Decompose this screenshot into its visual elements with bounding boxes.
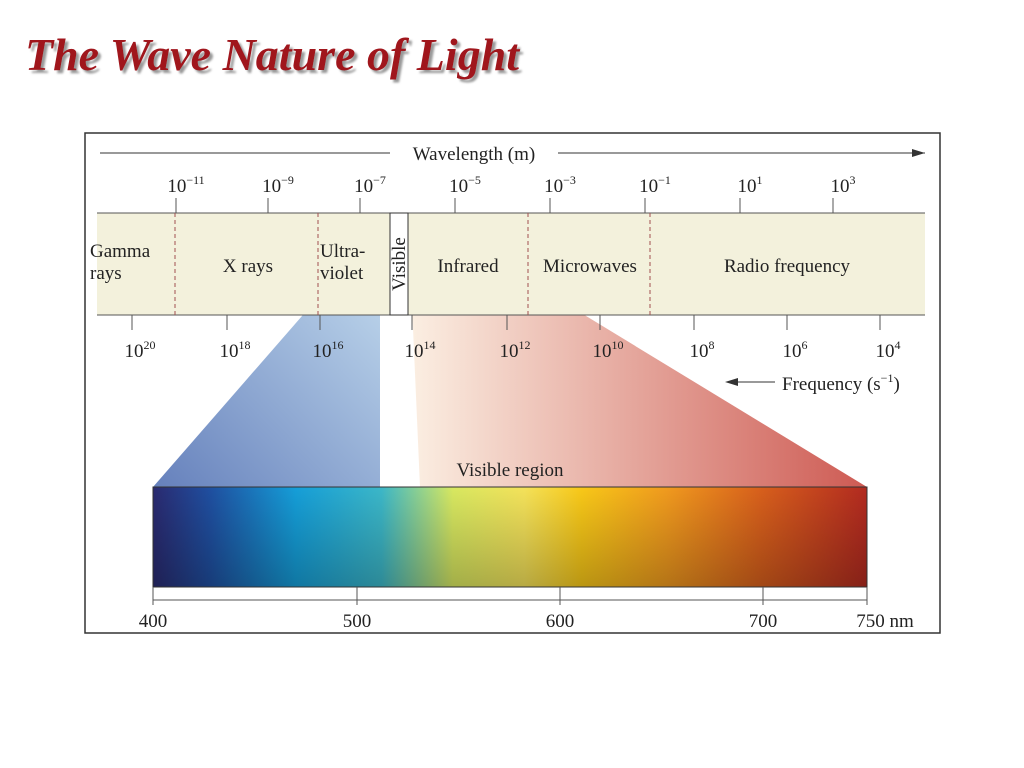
wavelength-tick-label: 10−11 bbox=[167, 173, 204, 197]
exponent: −9 bbox=[281, 173, 294, 187]
nm-tick-label: 700 bbox=[749, 611, 778, 632]
wavelength-label: Wavelength (m) bbox=[413, 144, 535, 165]
frequency-tick-label: 1020 bbox=[125, 338, 156, 362]
base: 10 bbox=[593, 341, 612, 362]
exponent: −5 bbox=[468, 173, 481, 187]
exponent: 3 bbox=[850, 173, 856, 187]
arrowhead bbox=[725, 378, 738, 386]
base: 10 bbox=[783, 341, 802, 362]
base: 10 bbox=[262, 176, 281, 197]
frequency-tick-label: 108 bbox=[690, 338, 715, 362]
exponent: 12 bbox=[519, 338, 531, 352]
region-label: X rays bbox=[223, 256, 273, 277]
region-label: Infrared bbox=[437, 256, 499, 277]
exponent: 4 bbox=[895, 338, 901, 352]
region-label: Ultra- bbox=[320, 241, 365, 262]
region-label: Gamma bbox=[90, 241, 151, 262]
wavelength-tick-label: 103 bbox=[831, 173, 856, 197]
frequency-tick-label: 1016 bbox=[313, 338, 344, 362]
exponent: 6 bbox=[802, 338, 808, 352]
nm-tick-label: 400 bbox=[139, 611, 168, 632]
slide-title: The Wave Nature of Light bbox=[25, 29, 520, 80]
visible-stem bbox=[380, 315, 408, 487]
exponent: 18 bbox=[239, 338, 251, 352]
arrowhead bbox=[912, 149, 925, 157]
base: 10 bbox=[405, 341, 424, 362]
base: 10 bbox=[639, 176, 658, 197]
base: 10 bbox=[500, 341, 519, 362]
wavelength-tick-label: 10−7 bbox=[354, 173, 386, 197]
visible-region-label: Visible region bbox=[456, 460, 564, 481]
wavelength-tick-label: 101 bbox=[738, 173, 763, 197]
region-label: Visible bbox=[389, 237, 410, 291]
base: 10 bbox=[690, 341, 709, 362]
base: 10 bbox=[544, 176, 563, 197]
wavelength-tick-label: 10−3 bbox=[544, 173, 576, 197]
frequency-tick-label: 106 bbox=[783, 338, 808, 362]
region-label: Radio frequency bbox=[724, 256, 851, 277]
nm-tick-label: 600 bbox=[546, 611, 575, 632]
visible-box bbox=[389, 212, 409, 316]
spectrum-shade bbox=[152, 486, 868, 588]
base: 10 bbox=[354, 176, 373, 197]
exponent: 16 bbox=[332, 338, 344, 352]
region-label: Microwaves bbox=[543, 256, 637, 277]
wavelength-tick-label: 10−5 bbox=[449, 173, 481, 197]
exponent: 8 bbox=[709, 338, 715, 352]
base: 10 bbox=[738, 176, 757, 197]
exponent: −7 bbox=[373, 173, 386, 187]
base: 10 bbox=[449, 176, 468, 197]
exponent: 20 bbox=[144, 338, 156, 352]
base: 10 bbox=[125, 341, 144, 362]
exponent: 14 bbox=[424, 338, 436, 352]
wavelength-tick-label: 10−1 bbox=[639, 173, 671, 197]
frequency-tick-label: 104 bbox=[876, 338, 901, 362]
frequency-tick-label: 1014 bbox=[405, 338, 436, 362]
base: 10 bbox=[831, 176, 850, 197]
base: 10 bbox=[313, 341, 332, 362]
exponent: −11 bbox=[186, 173, 204, 187]
exponent: −1 bbox=[658, 173, 671, 187]
frequency-label: Frequency (s−1) bbox=[782, 371, 900, 395]
label-bg bbox=[390, 140, 558, 166]
base: 10 bbox=[876, 341, 895, 362]
nm-tick-label: 500 bbox=[343, 611, 372, 632]
frequency-tick-label: 1010 bbox=[593, 338, 624, 362]
frequency-tick-label: 1012 bbox=[500, 338, 531, 362]
wavelength-tick-label: 10−9 bbox=[262, 173, 294, 197]
spectrum-band bbox=[97, 213, 925, 315]
nm-tick-label: 750 nm bbox=[856, 611, 914, 632]
region-dividers bbox=[174, 213, 651, 315]
region-label: rays bbox=[90, 263, 122, 284]
exponent: 1 bbox=[757, 173, 763, 187]
frequency-tick-label: 1018 bbox=[220, 338, 251, 362]
exponent: 10 bbox=[612, 338, 624, 352]
base: 10 bbox=[220, 341, 239, 362]
base: 10 bbox=[167, 176, 186, 197]
region-label: violet bbox=[320, 263, 364, 284]
exponent: −3 bbox=[563, 173, 576, 187]
